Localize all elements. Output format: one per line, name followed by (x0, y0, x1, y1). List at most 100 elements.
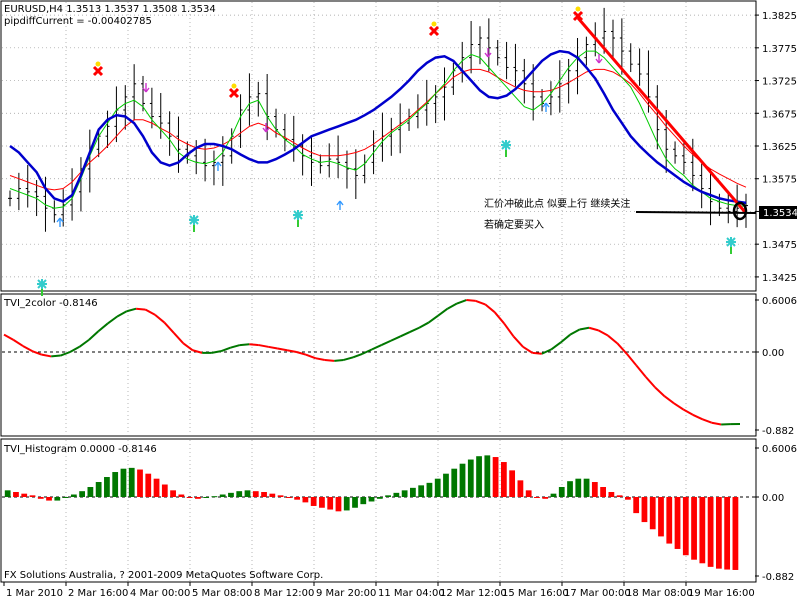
tvi-histogram-panel-frame (0, 438, 757, 583)
tvi-segment (296, 351, 307, 356)
tvi-segment (12, 339, 24, 347)
histogram-bar (376, 497, 383, 499)
buy-signal-star (501, 140, 511, 150)
price-tick-label: 1.3825 (762, 11, 797, 22)
tvi-segment (334, 358, 344, 362)
tvi-tick-label: 0.00 (762, 348, 784, 359)
histogram-tick-label: 0.00 (762, 493, 784, 504)
time-tick-label: 17 Mar 00:00 (564, 588, 631, 599)
tvi-segment (343, 356, 354, 361)
up-arrow (56, 217, 64, 227)
annotation-line-1: 汇价冲破此点 似要上行 继续关注 (484, 197, 630, 210)
tvi-segment (673, 402, 684, 411)
histogram-bar (509, 470, 516, 497)
histogram-bar (170, 490, 176, 497)
tvi-segment (315, 357, 326, 361)
histogram-bar (285, 497, 292, 498)
annotation-line-2: 若确定要买入 (484, 218, 544, 231)
tvi-segment (78, 339, 90, 348)
tvi-segment (616, 342, 628, 355)
histogram-bar (203, 497, 210, 498)
copyright-text: FX Solutions Australia, ? 2001-2009 Meta… (4, 570, 323, 581)
candles-layer (8, 7, 748, 232)
price-tick-label: 1.3725 (762, 77, 797, 88)
histogram-bar (517, 480, 524, 497)
tvi-segment (173, 332, 185, 345)
time-tick-label: 5 Mar 08:00 (192, 588, 252, 599)
histogram-bar (37, 497, 44, 499)
tvi-segment (249, 343, 259, 347)
time-tick-label: 18 Mar 08:00 (626, 588, 693, 599)
histogram-bar (401, 490, 408, 497)
tvi-2color-axis: 0.6006 0.00 -0.882 (755, 296, 797, 437)
tvi-segment (541, 348, 552, 355)
up-arrow (542, 102, 550, 112)
histogram-bar (112, 472, 119, 497)
buy-signal-star (37, 279, 47, 289)
price-tick-label: 1.3475 (762, 240, 797, 251)
histogram-bar (186, 497, 193, 498)
buy-signal-star (726, 237, 736, 247)
histogram-bar (261, 492, 267, 497)
tvi-segment (475, 299, 486, 306)
down-arrow (262, 123, 270, 133)
histogram-bar (360, 497, 367, 505)
tvi-segment (230, 344, 241, 349)
tvi-segment (88, 330, 100, 341)
histogram-bar (666, 497, 673, 544)
tvi-segment (588, 326, 599, 332)
tvi-tick-label: -0.882 (762, 426, 794, 437)
tvi-segment (154, 313, 166, 324)
histogram-bar (715, 497, 722, 569)
histogram-bar (459, 463, 466, 497)
down-arrow (484, 48, 492, 58)
tvi-segment (522, 345, 533, 354)
histogram-bar (29, 495, 36, 497)
histogram-bar (79, 491, 85, 497)
tvi-segment (69, 345, 80, 353)
histogram-bar (682, 497, 689, 556)
buy-signal-star (189, 215, 199, 225)
histogram-bar (153, 478, 160, 497)
tvi-segment (447, 302, 458, 310)
histogram-bar (500, 462, 507, 497)
tvi-segment (456, 299, 467, 305)
time-tick-label: 8 Mar 12:00 (254, 588, 314, 599)
tvi-segment (654, 386, 666, 397)
histogram-bar (368, 497, 375, 502)
breakout-line (635, 211, 757, 214)
tvi-2color-panel-frame (0, 293, 757, 437)
tvi-segment (625, 353, 637, 366)
histogram-bar (443, 473, 449, 497)
histogram-bar (327, 497, 334, 510)
histogram-bar (467, 459, 474, 497)
tvi-segment (145, 308, 156, 316)
histogram-bar (70, 494, 77, 497)
tvi-segment (107, 315, 118, 325)
sell-signal-cross (428, 25, 440, 37)
sell-signal-dot (431, 21, 437, 27)
histogram-bar (62, 497, 69, 498)
histogram-bar (46, 497, 52, 501)
histogram-bar (310, 497, 317, 506)
symbol-header: EURUSD,H4 1.3513 1.3537 1.3508 1.3534 (4, 4, 216, 15)
histogram-bar (426, 482, 433, 497)
histogram-bar (269, 493, 276, 497)
tvi-segment (418, 321, 430, 329)
histogram-bar (393, 492, 400, 497)
price-axis: 1.3825 1.3775 1.3725 1.3675 1.3625 1.3575 1.35… (755, 11, 797, 284)
histogram-bar (649, 497, 656, 530)
histogram-bar (583, 478, 590, 497)
time-tick-label: 9 Mar 20:00 (316, 588, 376, 599)
histogram-bar (236, 491, 243, 497)
sell-signal-cross (228, 87, 240, 99)
tvi-segment (503, 322, 515, 338)
histogram-bar (352, 497, 358, 508)
indicator-header: pipdiffCurrent = -0.00402785 (4, 16, 152, 27)
tvi-segment (352, 352, 363, 359)
histogram-bar (319, 497, 325, 508)
time-tick-label: 12 Mar 12:00 (440, 588, 507, 599)
histogram-bar (145, 473, 152, 497)
tvi-segment (512, 335, 524, 348)
tvi-segment (560, 333, 571, 344)
